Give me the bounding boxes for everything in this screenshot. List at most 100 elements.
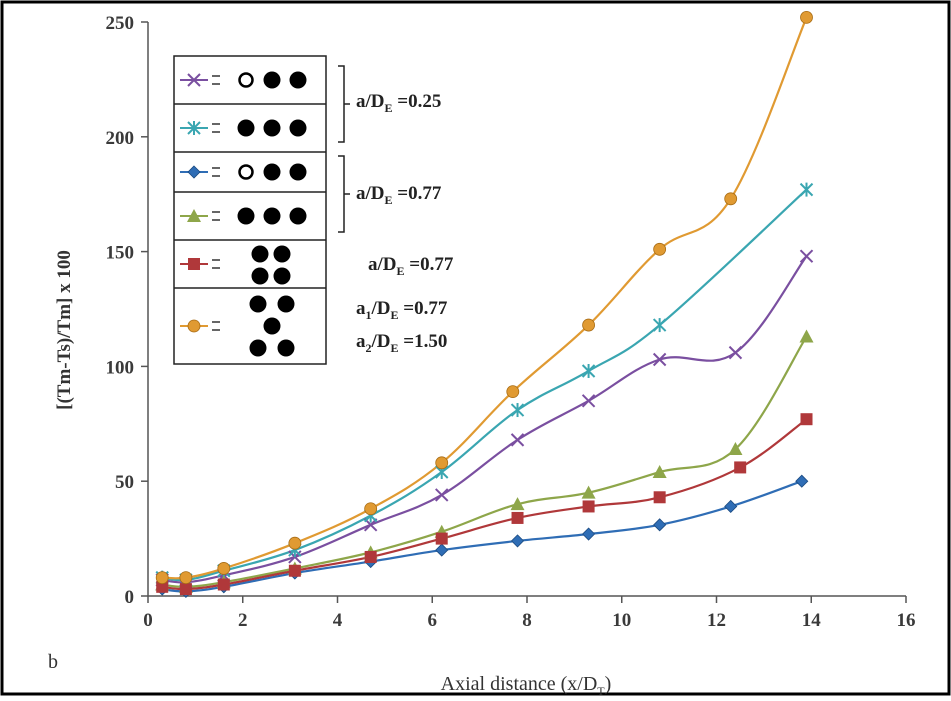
data-point xyxy=(728,442,743,456)
arrangement-circle xyxy=(263,71,281,89)
x-tick-label: 2 xyxy=(238,610,248,631)
marker-stroke xyxy=(187,73,201,87)
legend-row-4 xyxy=(180,245,291,285)
x-axis-label-sub: T xyxy=(597,684,605,696)
y-tick-label: 200 xyxy=(106,128,135,149)
data-point xyxy=(800,11,813,24)
legend-marker xyxy=(187,121,201,135)
annotation-text: =0.25 xyxy=(393,91,442,112)
legend-row-5 xyxy=(180,295,295,357)
marker-stroke xyxy=(799,249,814,263)
legend-row-2 xyxy=(180,163,307,181)
series-markers-5 xyxy=(155,11,813,585)
annotation-text: /D xyxy=(371,298,391,319)
x-axis-label: Axial distance (x/DT) xyxy=(441,673,612,696)
data-point xyxy=(179,571,193,585)
data-point xyxy=(510,403,525,418)
x-tick-label: 6 xyxy=(428,610,438,631)
data-point xyxy=(581,394,596,408)
data-point xyxy=(364,550,377,563)
data-point xyxy=(435,488,449,502)
data-point xyxy=(724,499,738,514)
data-point xyxy=(510,433,525,447)
y-tick-label: 100 xyxy=(106,357,135,378)
data-point xyxy=(288,564,301,577)
arrangement-circle xyxy=(277,295,295,313)
y-tick-label: 150 xyxy=(106,243,135,264)
legend-marker xyxy=(187,319,201,333)
annotation-1: a/DE =0.77 xyxy=(356,183,442,207)
marker-stroke xyxy=(581,394,596,408)
annotation-3: a1/DE =0.77 xyxy=(356,298,448,322)
annotation-text: =0.77 xyxy=(393,183,442,204)
panel-label: b xyxy=(48,651,58,673)
arrangement-circle xyxy=(273,245,291,263)
arrangement-circle xyxy=(238,164,254,180)
legend-arrangement xyxy=(251,245,291,285)
legend-marker xyxy=(187,165,201,179)
data-point xyxy=(799,182,814,197)
data-point xyxy=(724,192,738,206)
annotation-4: a2/DE =1.50 xyxy=(356,331,447,355)
arrangement-circle xyxy=(273,267,291,285)
arrangement-circle xyxy=(249,339,267,357)
legend-row-3 xyxy=(180,207,307,225)
annotation-0: a/DE =0.25 xyxy=(356,91,441,115)
arrangement-circle xyxy=(263,163,281,181)
legend-marker xyxy=(187,209,201,222)
data-point xyxy=(582,500,595,513)
legend-arrangement xyxy=(237,207,307,225)
data-point xyxy=(795,474,809,488)
data-point xyxy=(582,318,595,332)
data-point xyxy=(510,497,525,511)
annotation-text: =1.50 xyxy=(399,331,448,352)
y-axis-label: [(Tm-Ts)/Tm] x 100 xyxy=(54,250,75,410)
x-tick-label: 12 xyxy=(707,610,726,631)
arrangement-circle xyxy=(238,72,254,88)
annotation-text: a xyxy=(356,331,366,352)
annotation-text: a/D xyxy=(368,254,397,275)
data-point xyxy=(581,485,596,499)
legend-row-1 xyxy=(180,119,307,137)
data-point xyxy=(734,461,747,474)
data-point xyxy=(800,413,813,426)
legend-marker xyxy=(187,73,201,87)
arrangement-circle xyxy=(277,339,295,357)
arrangement-circle xyxy=(249,295,267,313)
marker-stroke xyxy=(728,345,743,360)
arrangement-circle xyxy=(263,207,281,225)
data-point xyxy=(435,543,449,557)
arrangement-circle xyxy=(289,119,307,137)
legend-arrangement xyxy=(237,119,307,137)
y-tick-label: 0 xyxy=(125,587,135,608)
arrangement-circle xyxy=(263,317,281,335)
annotation-sub: E xyxy=(397,264,405,278)
x-tick-label: 0 xyxy=(143,610,153,631)
data-point xyxy=(728,345,743,360)
legend-marker xyxy=(188,258,200,270)
data-point xyxy=(435,532,448,545)
data-point xyxy=(364,502,378,516)
annotation-text: /D xyxy=(371,331,391,352)
series-markers-4 xyxy=(156,413,813,596)
annotation-sub: 2 xyxy=(366,341,372,355)
data-point xyxy=(799,329,814,343)
marker-stroke xyxy=(510,433,525,447)
y-tick-label: 250 xyxy=(106,13,135,34)
annotation-text: a/D xyxy=(356,91,385,112)
data-point xyxy=(653,242,667,256)
annotation-text: a/D xyxy=(356,183,385,204)
arrangement-circle xyxy=(289,71,307,89)
arrangement-circle xyxy=(237,119,255,137)
data-point xyxy=(582,527,596,541)
annotation-2: a/DE =0.77 xyxy=(368,254,454,278)
marker-stroke xyxy=(652,352,667,367)
data-point xyxy=(506,385,520,399)
x-axis-label-close: ) xyxy=(605,673,612,695)
arrangement-circle xyxy=(251,245,269,263)
data-point xyxy=(653,491,666,504)
annotation-text: =0.77 xyxy=(405,254,454,275)
